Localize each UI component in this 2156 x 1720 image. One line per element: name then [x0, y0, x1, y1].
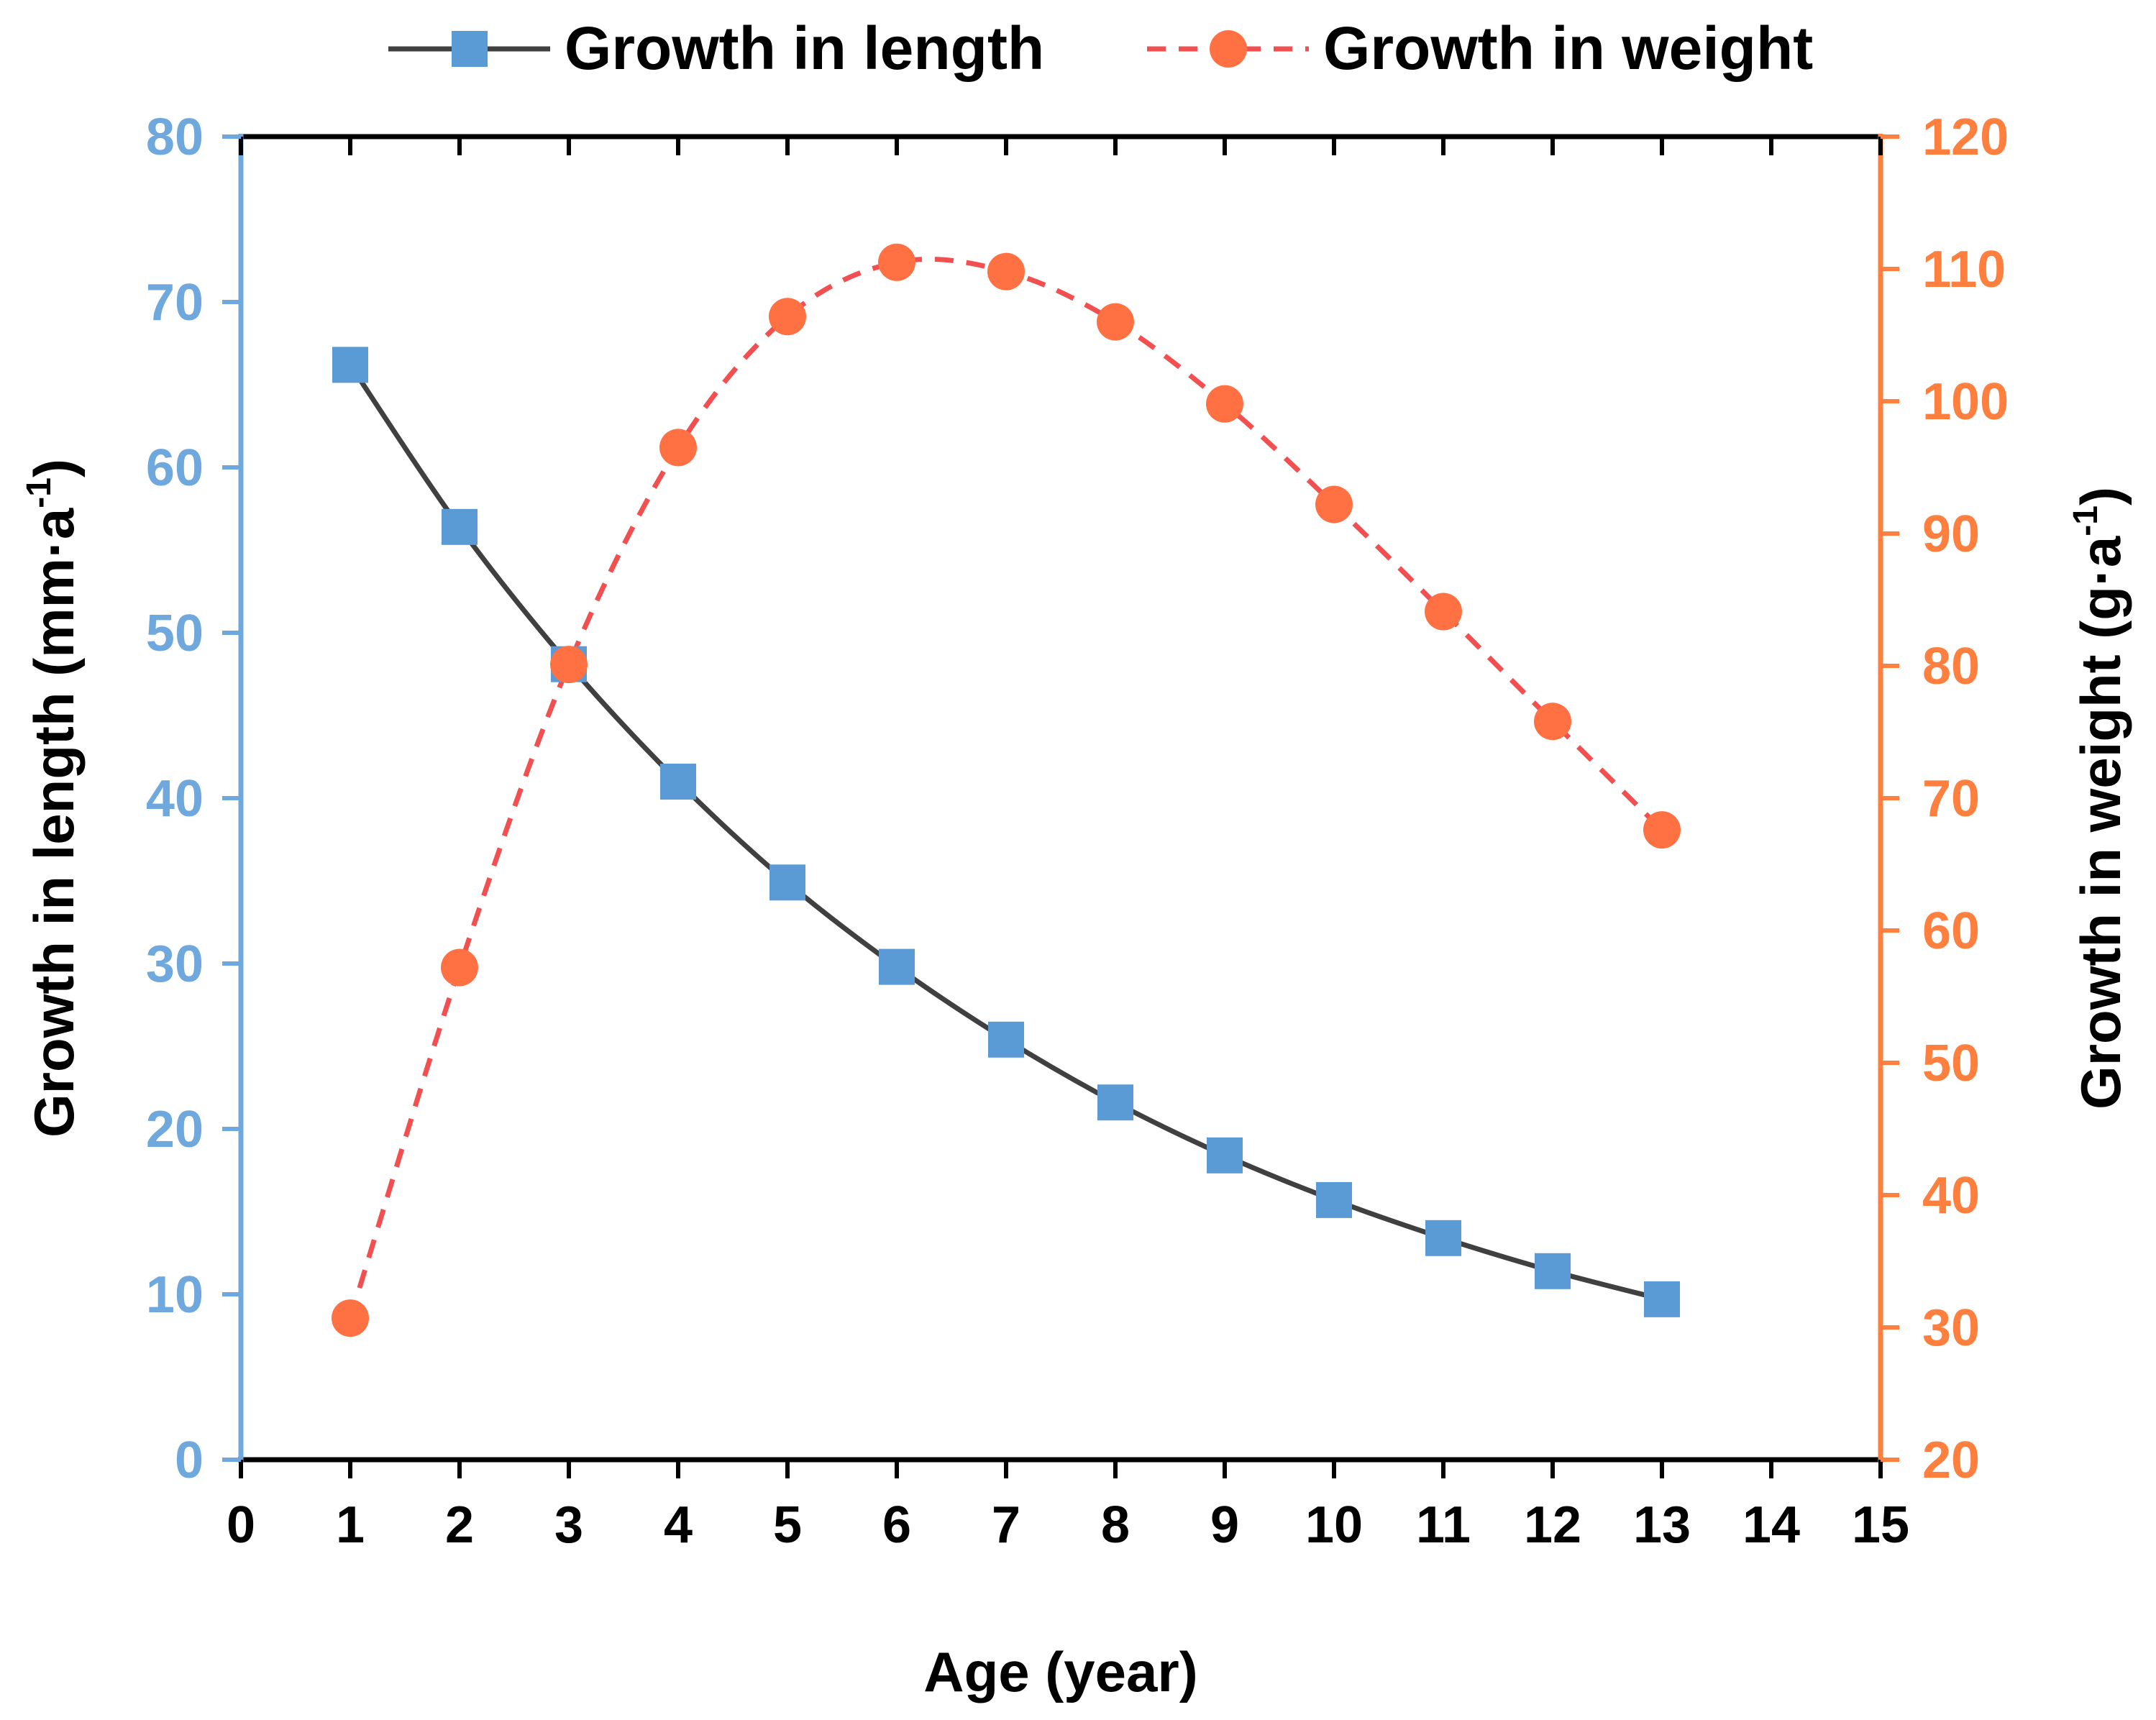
y-right-tick-label: 50: [1922, 1035, 1980, 1092]
y-right-tick-label: 80: [1922, 638, 1980, 695]
weight-point: [1097, 303, 1134, 341]
y-left-tick-label: 0: [175, 1432, 204, 1489]
y-left-tick-label: 60: [146, 439, 204, 497]
x-tick-label: 2: [445, 1496, 474, 1554]
length-point: [1535, 1253, 1571, 1289]
y-left-tick-label: 20: [146, 1101, 204, 1158]
legend-length-marker: [452, 31, 488, 67]
y-left-tick-label: 10: [146, 1266, 204, 1324]
x-axis: 0 1 2 3 4 5 6 7 8 9 10 11 12 13 14 15: [227, 137, 1909, 1554]
y-left-title-main: Growth in length (mm·a: [22, 508, 86, 1138]
y-left-axis-title: Growth in length (mm·a-1): [20, 459, 86, 1138]
y-right-axis-title: Growth in weight (g·a-1): [2067, 487, 2132, 1110]
y-right-tick-label: 30: [1922, 1299, 1980, 1357]
y-left-tick-label: 30: [146, 936, 204, 993]
x-tick-label: 10: [1305, 1496, 1363, 1554]
x-tick-label: 8: [1101, 1496, 1130, 1554]
x-tick-label: 1: [336, 1496, 365, 1554]
weight-series-line: [347, 256, 1664, 1319]
legend-weight-label: Growth in weight: [1323, 14, 1813, 82]
y-right-tick-label: 90: [1922, 506, 1980, 563]
weight-point: [1315, 485, 1353, 523]
x-tick-label: 11: [1416, 1496, 1471, 1554]
length-point: [988, 1021, 1024, 1058]
y-left-title-close: ): [22, 459, 86, 477]
x-tick-label: 9: [1210, 1496, 1239, 1554]
length-point: [1644, 1281, 1680, 1317]
y-right-title-sup: -1: [2067, 506, 2105, 536]
axis-titles: Age (year)Growth in length (mm·a-1)Growt…: [20, 459, 2132, 1703]
length-point: [1097, 1084, 1133, 1121]
y-right-tick-label: 100: [1922, 373, 2009, 431]
weight-point: [441, 948, 478, 987]
y-right-title-close: ): [2069, 487, 2132, 506]
length-point: [442, 508, 478, 545]
y-right-tick-label: 20: [1922, 1432, 1980, 1489]
x-tick-label: 12: [1524, 1496, 1581, 1554]
x-tick-label: 7: [992, 1496, 1020, 1554]
weight-point: [550, 646, 588, 684]
y-left-title-sup: -1: [20, 477, 58, 508]
weight-point: [332, 1299, 369, 1337]
x-tick-label: 3: [554, 1496, 583, 1554]
y-left-tick-label: 40: [146, 770, 204, 828]
weight-point: [1206, 385, 1243, 423]
length-point: [1425, 1220, 1461, 1256]
x-tick-label: 0: [227, 1496, 255, 1554]
y-right-title-main: Growth in weight (g·a: [2069, 536, 2132, 1110]
x-tick-label: 4: [664, 1496, 693, 1554]
plot-frame: [238, 134, 1883, 1463]
y-right-tick-label: 40: [1922, 1167, 1980, 1225]
weight-point: [987, 252, 1025, 291]
x-tick-label: 14: [1742, 1496, 1800, 1554]
legend: Growth in length Growth in weight: [388, 14, 1813, 82]
weight-point: [1534, 703, 1571, 741]
x-tick-label: 5: [773, 1496, 802, 1554]
y-axis-right: 20 30 40 50 60 70 80 90 100 110 120: [1881, 109, 2009, 1489]
length-point: [1316, 1181, 1352, 1218]
y-axis-left: 0 10 20 30 40 50 60 70 80: [146, 109, 241, 1489]
x-tick-label: 6: [882, 1496, 911, 1554]
y-left-tick-label: 50: [146, 605, 204, 662]
series-layer: [332, 243, 1681, 1337]
length-point: [1207, 1137, 1243, 1174]
length-point: [660, 764, 696, 800]
x-tick-label: 13: [1633, 1496, 1691, 1554]
y-right-tick-label: 110: [1922, 241, 2006, 298]
weight-point: [1643, 811, 1681, 849]
x-tick-label: 15: [1852, 1496, 1909, 1554]
x-axis-title: Age (year): [923, 1640, 1197, 1703]
length-series-line: [348, 363, 1663, 1302]
y-left-tick-label: 80: [146, 109, 204, 166]
y-right-tick-label: 60: [1922, 902, 1980, 960]
length-point: [769, 864, 805, 901]
y-left-tick-label: 70: [146, 274, 204, 331]
y-right-tick-label: 120: [1922, 109, 2009, 166]
legend-weight-marker: [1210, 30, 1247, 68]
y-right-tick-label: 70: [1922, 770, 1980, 828]
length-point: [332, 347, 368, 383]
weight-point: [659, 429, 697, 467]
legend-length-label: Growth in length: [565, 14, 1044, 82]
weight-point: [1425, 593, 1462, 631]
weight-point: [769, 298, 806, 336]
length-point: [879, 948, 915, 985]
weight-point: [878, 243, 915, 281]
